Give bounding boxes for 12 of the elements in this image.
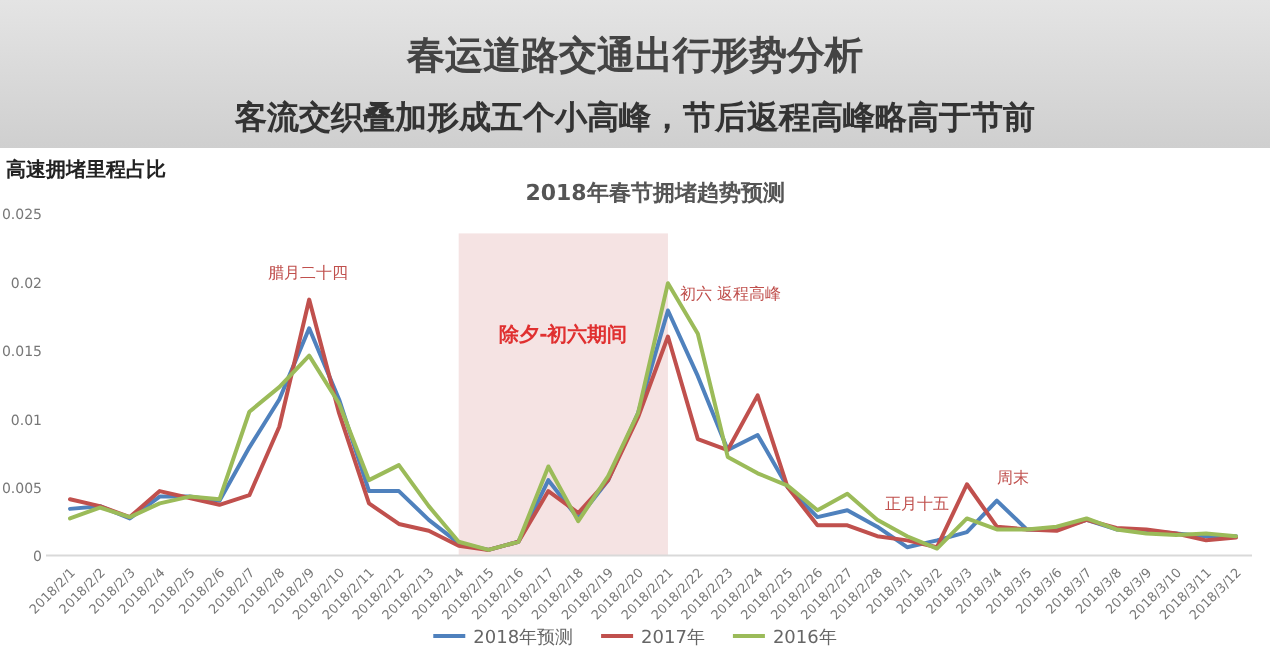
annotation: 初六 返程高峰 [679, 285, 782, 304]
chart-subtitle: 客流交织叠加形成五个小高峰，节后返程高峰略高于节前 [233, 98, 1035, 136]
annotation: 周末 [996, 468, 1029, 487]
band-label: 除夕-初六期间 [499, 322, 628, 347]
legend-label: 2016年 [772, 627, 837, 649]
annotation: 腊月二十四 [268, 264, 348, 282]
y-axis-title: 高速拥堵里程占比 [6, 158, 166, 182]
annotation: 正月十五 [885, 494, 950, 513]
legend-label: 2017年 [641, 627, 705, 649]
legend-label: 2018年预测 [473, 627, 574, 649]
chart-title: 春运道路交通出行形势分析 [405, 34, 863, 78]
text: 2018年春节拥堵趋势预测 [525, 180, 785, 206]
